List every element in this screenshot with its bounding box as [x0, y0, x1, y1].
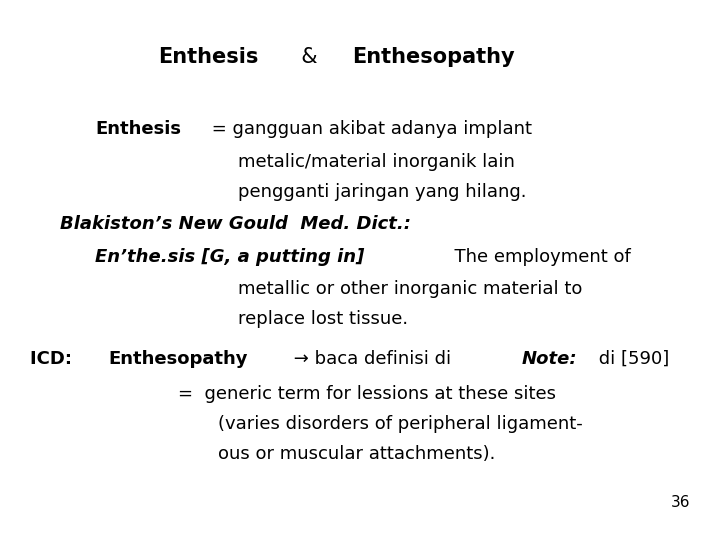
Text: → baca definisi di: → baca definisi di — [289, 350, 469, 368]
Text: Note:: Note: — [521, 350, 577, 368]
Text: (varies disorders of peripheral ligament-: (varies disorders of peripheral ligament… — [218, 415, 582, 433]
Text: Enthesis: Enthesis — [95, 120, 181, 138]
Text: di [590]: di [590] — [593, 350, 669, 368]
Text: Enthesis: Enthesis — [158, 47, 258, 67]
Text: =  generic term for lessions at these sites: = generic term for lessions at these sit… — [178, 385, 556, 403]
Text: ICD:: ICD: — [30, 350, 91, 368]
Text: = gangguan akibat adanya implant: = gangguan akibat adanya implant — [206, 120, 532, 138]
Text: Blakiston’s New Gould  Med. Dict.:: Blakiston’s New Gould Med. Dict.: — [60, 215, 411, 233]
Text: Enthesopathy: Enthesopathy — [352, 47, 514, 67]
Text: ous or muscular attachments).: ous or muscular attachments). — [218, 445, 495, 463]
Text: The employment of: The employment of — [443, 248, 630, 266]
Text: pengganti jaringan yang hilang.: pengganti jaringan yang hilang. — [238, 183, 526, 201]
Text: En’the.sis [G, a putting in]: En’the.sis [G, a putting in] — [95, 248, 364, 266]
Text: metalic/material inorganik lain: metalic/material inorganik lain — [238, 153, 515, 171]
Text: 36: 36 — [670, 495, 690, 510]
Text: metallic or other inorganic material to: metallic or other inorganic material to — [238, 280, 582, 298]
Text: Enthesopathy: Enthesopathy — [109, 350, 248, 368]
Text: &: & — [288, 47, 338, 67]
Text: replace lost tissue.: replace lost tissue. — [238, 310, 408, 328]
